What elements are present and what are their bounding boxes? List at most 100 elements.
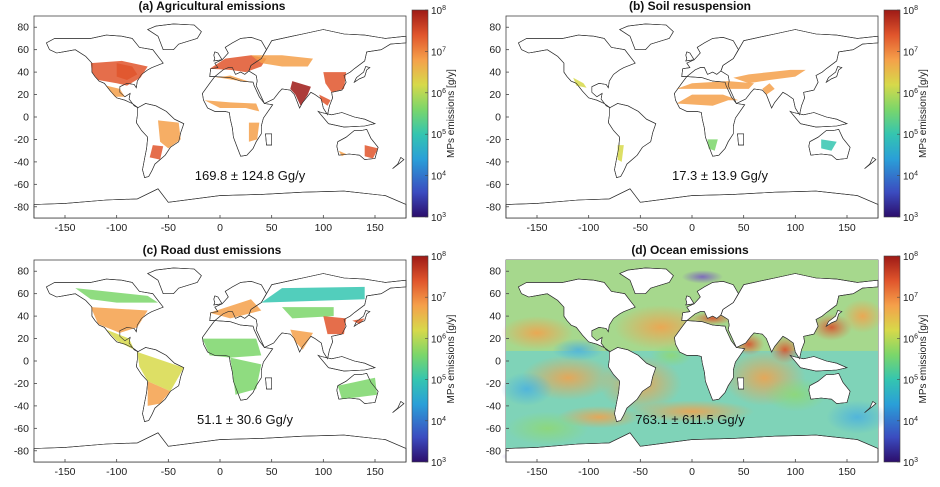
emission-patch [707,139,718,151]
y-tick-label: 60 [17,288,29,300]
coastline-madagascar [265,133,272,146]
ocean-emission-patch [810,313,853,341]
y-tick-label: -40 [14,156,29,168]
coastline-greenland [147,267,202,294]
colorbar-tick-label: 104 [431,416,446,428]
panel-title: (d) Ocean emissions [631,243,749,257]
coastline-madagascar [265,377,272,390]
y-tick-label: 20 [489,333,501,345]
coastline-uk [213,51,223,62]
colorbar: 108 107 106 105 104 103 MPs emissions [g/y] [411,5,457,224]
y-tick-label: 20 [17,89,29,101]
colorbar-tick-label: 103 [903,457,918,469]
coastline-indonesia [317,110,376,128]
colorbar-tick-label: 106 [431,333,446,345]
y-tick-label: 40 [489,311,501,323]
emission-patch [90,307,148,333]
emission-patch [352,318,365,324]
colorbar-label: MPs emissions [g/y] [918,69,929,158]
y-tick-label: 20 [489,89,501,101]
land-layer [505,267,879,463]
y-tick-label: -20 [486,134,501,146]
x-tick-label: 100 [315,466,333,478]
coastline-africa [674,320,746,401]
coastline-northAmerica [46,34,164,109]
coastline-antarctica [505,188,879,219]
x-tick-label: 0 [689,222,695,234]
y-tick-label: -40 [14,400,29,412]
coastline-southAmerica [607,347,657,422]
y-tick-label: -20 [486,378,501,390]
colorbar-tick-label: 106 [903,333,918,345]
coastline-uk [213,295,223,306]
coastline-asia [720,273,879,360]
coastline-europe [681,280,739,321]
colorbar-label: MPs emissions [g/y] [446,69,457,158]
x-axis: -150 -100 -50 0 50 100 150 [54,459,384,478]
y-tick-label: 40 [17,67,29,79]
x-axis: -150 -100 -50 0 50 100 150 [526,215,856,234]
coastline-northAmerica [518,278,636,353]
y-tick-label: -60 [486,423,501,435]
emission-patch [319,94,331,106]
emission-patch [676,81,754,89]
colorbar-bar [883,255,901,463]
y-tick-label: -60 [486,179,501,191]
panel-d: (d) Ocean emissions 763.1 ± 611.5 Gg/y -… [486,243,929,478]
coastline-japan [825,66,843,84]
emission-patch [337,377,378,400]
coastline-southAmerica [135,347,185,422]
coastline-madagascar [737,377,744,390]
coastline-europe [681,36,739,77]
coastline-indonesia [789,354,848,372]
y-tick-label: -40 [486,156,501,168]
total-annotation: 51.1 ± 30.6 Gg/y [197,412,294,427]
emission-patch [209,55,267,73]
colorbar-bar [883,9,901,218]
colorbar-label: MPs emissions [g/y] [918,314,929,403]
coastline-japan [353,66,371,84]
colorbar-tick-label: 108 [903,251,918,263]
y-tick-label: 60 [489,44,501,56]
x-tick-label: 100 [787,466,805,478]
coastline-nz [864,156,877,169]
x-tick-label: -150 [526,222,547,234]
x-axis: -150 -100 -50 0 50 100 150 [526,459,856,478]
emission-patch [733,69,806,84]
coastline-africa [202,320,274,401]
y-tick-label: 80 [17,266,29,278]
y-tick-label: -20 [14,134,29,146]
emission-patch [290,329,313,350]
emission-patch [573,77,587,88]
total-annotation: 17.3 ± 13.9 Gg/y [672,168,769,183]
coastline-uk [685,51,695,62]
emission-patch [75,288,158,303]
ocean-emission-patch [826,400,889,434]
emission-patch [204,100,260,112]
emission-patch [617,145,624,162]
total-annotation: 169.8 ± 124.8 Gg/y [195,168,306,183]
colorbar-tick-label: 105 [903,375,918,387]
emission-patch [323,316,347,335]
x-tick-label: 50 [266,466,278,478]
coastline-europe [209,36,267,77]
x-tick-label: -50 [161,222,176,234]
x-tick-label: -50 [633,222,648,234]
x-tick-label: -50 [633,466,648,478]
colorbar-tick-label: 105 [903,129,918,141]
x-axis: -150 -100 -50 0 50 100 150 [54,215,384,234]
colorbar-tick-label: 106 [431,88,446,100]
coastline-southAmerica [135,103,185,178]
y-tick-label: -80 [486,445,501,457]
x-tick-label: -150 [54,466,75,478]
panel-title: (a) Agricultural emissions [139,0,286,13]
colorbar-tick-label: 108 [431,251,446,263]
x-tick-label: -150 [526,466,547,478]
y-tick-label: -80 [486,201,501,213]
y-axis: 80 60 40 20 0 -20 -40 -60 -80 [486,266,509,457]
emission-patch [261,286,365,303]
coastline-indonesia [789,110,848,128]
panel-b: (b) Soil resuspension 17.3 ± 13.9 Gg/y -… [486,0,929,234]
land-layer [505,23,879,219]
